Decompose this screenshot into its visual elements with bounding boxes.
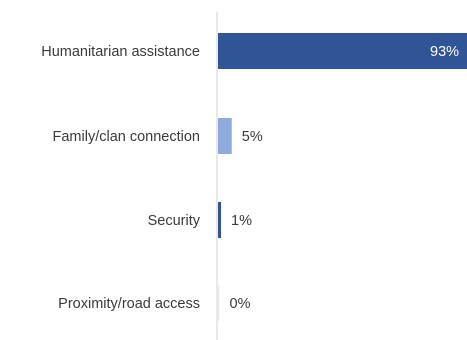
bar — [218, 118, 232, 154]
bar — [218, 285, 220, 321]
bar — [218, 33, 467, 69]
value-label: 1% — [231, 213, 252, 229]
category-label: Proximity/road access — [58, 296, 200, 312]
category-label: Family/clan connection — [53, 129, 201, 145]
bar — [218, 202, 221, 238]
value-label: 93% — [430, 44, 459, 60]
category-label: Security — [148, 213, 201, 229]
category-label: Humanitarian assistance — [41, 44, 200, 60]
value-label: 5% — [242, 129, 263, 145]
value-label: 0% — [230, 296, 251, 312]
